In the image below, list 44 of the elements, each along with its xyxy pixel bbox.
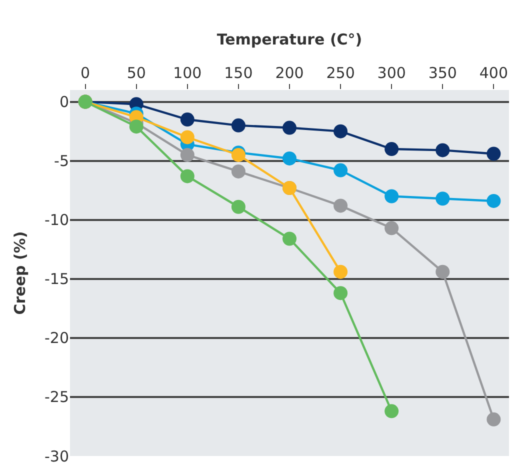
point [384,189,399,204]
point [486,194,501,208]
y-tick-label: -10 [44,211,69,230]
point [334,264,348,279]
x-tick-label: 250 [326,64,355,82]
point [282,151,296,166]
x-tick-label: 100 [173,64,202,82]
x-tick-label: 400 [479,64,508,82]
y-axis-title: Creep (%) [10,231,29,315]
point [334,198,348,213]
point [129,120,144,134]
point [282,232,296,246]
point [436,192,450,206]
y-tick-label: -15 [44,270,69,288]
point [334,124,348,138]
y-tick-label: 0 [59,93,69,112]
point [384,142,399,156]
point [180,148,194,162]
point [180,169,194,184]
point [180,130,194,144]
point [180,112,194,127]
point [334,163,348,178]
point [486,146,501,161]
point [436,143,450,158]
point [231,118,246,132]
y-tick-label: -5 [54,152,69,170]
x-tick-label: 0 [80,64,90,82]
x-tick-label: 350 [428,64,457,82]
point [231,164,246,178]
x-tick-label: 150 [224,64,253,82]
y-tick-label: -25 [44,388,69,406]
point [436,264,450,279]
point [384,221,399,236]
x-tick-label: 200 [275,64,304,82]
y-tick-label: -20 [44,329,69,348]
y-tick-label: -30 [44,447,69,466]
point [334,286,348,300]
point [231,200,246,214]
x-tick-label: 300 [377,64,406,82]
x-tick-label: 50 [126,64,146,82]
point [384,404,399,418]
x-axis-title: Temperature (C°) [216,30,362,48]
point [486,412,501,426]
point [282,120,296,135]
